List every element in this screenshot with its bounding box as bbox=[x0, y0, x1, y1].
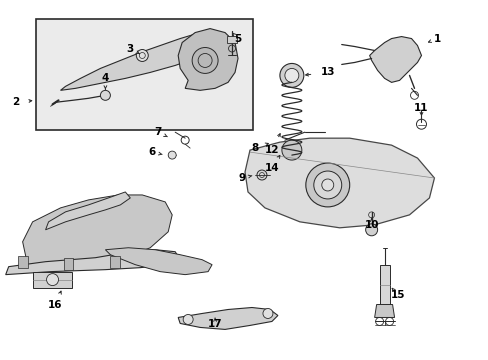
Polygon shape bbox=[63, 258, 73, 270]
Circle shape bbox=[183, 315, 193, 324]
Text: 4: 4 bbox=[102, 73, 109, 84]
Text: 14: 14 bbox=[264, 163, 279, 173]
Text: 17: 17 bbox=[207, 319, 222, 329]
Polygon shape bbox=[6, 250, 180, 275]
Polygon shape bbox=[33, 272, 72, 288]
Circle shape bbox=[256, 170, 266, 180]
Polygon shape bbox=[379, 265, 389, 305]
Circle shape bbox=[100, 90, 110, 100]
Polygon shape bbox=[105, 248, 212, 275]
Circle shape bbox=[313, 171, 341, 199]
Circle shape bbox=[168, 151, 176, 159]
Circle shape bbox=[136, 50, 148, 62]
Polygon shape bbox=[110, 256, 120, 268]
Text: 1: 1 bbox=[433, 33, 440, 44]
Text: 9: 9 bbox=[238, 173, 245, 183]
Text: 6: 6 bbox=[148, 147, 156, 157]
Polygon shape bbox=[369, 37, 421, 82]
Text: 10: 10 bbox=[364, 220, 378, 230]
Circle shape bbox=[365, 224, 377, 236]
Circle shape bbox=[279, 63, 303, 87]
Circle shape bbox=[192, 48, 218, 73]
Text: 3: 3 bbox=[126, 44, 134, 54]
Polygon shape bbox=[226, 36, 237, 42]
Circle shape bbox=[46, 274, 59, 285]
Bar bbox=[36, 19, 252, 130]
Text: 13: 13 bbox=[320, 67, 334, 77]
Circle shape bbox=[263, 309, 272, 319]
Text: 11: 11 bbox=[413, 103, 428, 113]
Circle shape bbox=[305, 163, 349, 207]
Polygon shape bbox=[178, 307, 277, 329]
Text: 15: 15 bbox=[389, 289, 404, 300]
Text: 12: 12 bbox=[264, 145, 279, 155]
Text: 2: 2 bbox=[12, 97, 19, 107]
Text: 16: 16 bbox=[48, 300, 62, 310]
Circle shape bbox=[281, 140, 301, 160]
Polygon shape bbox=[178, 28, 238, 90]
Text: 8: 8 bbox=[251, 143, 258, 153]
Text: 7: 7 bbox=[154, 127, 162, 137]
Circle shape bbox=[285, 68, 298, 82]
Circle shape bbox=[321, 179, 333, 191]
Polygon shape bbox=[45, 192, 130, 230]
Polygon shape bbox=[22, 195, 172, 270]
Polygon shape bbox=[244, 138, 433, 228]
Text: 5: 5 bbox=[234, 33, 241, 44]
Polygon shape bbox=[18, 256, 27, 268]
Polygon shape bbox=[374, 305, 394, 318]
Polygon shape bbox=[61, 32, 222, 90]
